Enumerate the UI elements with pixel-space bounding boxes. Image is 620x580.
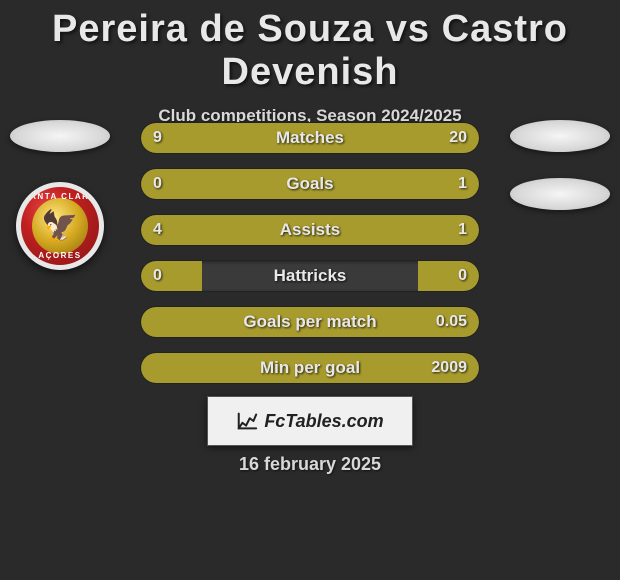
watermark-text: FcTables.com xyxy=(264,411,383,432)
club-badge-top-text: SANTA CLARA xyxy=(21,192,99,201)
stat-bar-row: Goals per match0.05 xyxy=(140,306,480,338)
bar-value-left: 4 xyxy=(153,221,162,239)
stat-bar-row: Assists41 xyxy=(140,214,480,246)
bar-fill-right xyxy=(418,261,479,291)
bar-value-left: 0 xyxy=(153,267,162,285)
page-title: Pereira de Souza vs Castro Devenish xyxy=(0,0,620,94)
bar-fill-right xyxy=(202,169,479,199)
fctables-watermark: FcTables.com xyxy=(207,396,413,446)
footer-date: 16 february 2025 xyxy=(0,454,620,475)
stat-bar-row: Min per goal2009 xyxy=(140,352,480,384)
bar-value-right: 1 xyxy=(458,175,467,193)
right-team-badges xyxy=(510,120,610,210)
bar-value-left: 0 xyxy=(153,175,162,193)
bar-fill-right xyxy=(411,215,479,245)
bar-fill-left xyxy=(141,353,202,383)
bar-fill-left xyxy=(141,169,202,199)
stat-bars: Matches920Goals01Assists41Hattricks00Goa… xyxy=(140,122,480,384)
bar-value-right: 20 xyxy=(449,129,467,147)
bar-fill-left xyxy=(141,261,202,291)
left-team-badges: SANTA CLARA 🦅 AÇORES xyxy=(10,120,110,270)
club-badge-bottom-text: AÇORES xyxy=(21,251,99,260)
santa-clara-club-badge: SANTA CLARA 🦅 AÇORES xyxy=(16,182,104,270)
right-ellipse-badge-1 xyxy=(510,120,610,152)
stat-bar-row: Matches920 xyxy=(140,122,480,154)
bar-fill-left xyxy=(141,307,202,337)
bar-value-left: 9 xyxy=(153,129,162,147)
bar-value-right: 0 xyxy=(458,267,467,285)
right-ellipse-badge-2 xyxy=(510,178,610,210)
bar-value-right: 2009 xyxy=(431,359,467,377)
bar-fill-left xyxy=(141,215,411,245)
bar-value-right: 0.05 xyxy=(436,313,467,331)
left-ellipse-badge xyxy=(10,120,110,152)
stat-bar-row: Hattricks00 xyxy=(140,260,480,292)
stat-bar-row: Goals01 xyxy=(140,168,480,200)
club-badge-eagle-icon: 🦅 xyxy=(32,198,88,254)
chart-icon xyxy=(236,410,258,432)
bar-value-right: 1 xyxy=(458,221,467,239)
bar-fill-right xyxy=(246,123,479,153)
